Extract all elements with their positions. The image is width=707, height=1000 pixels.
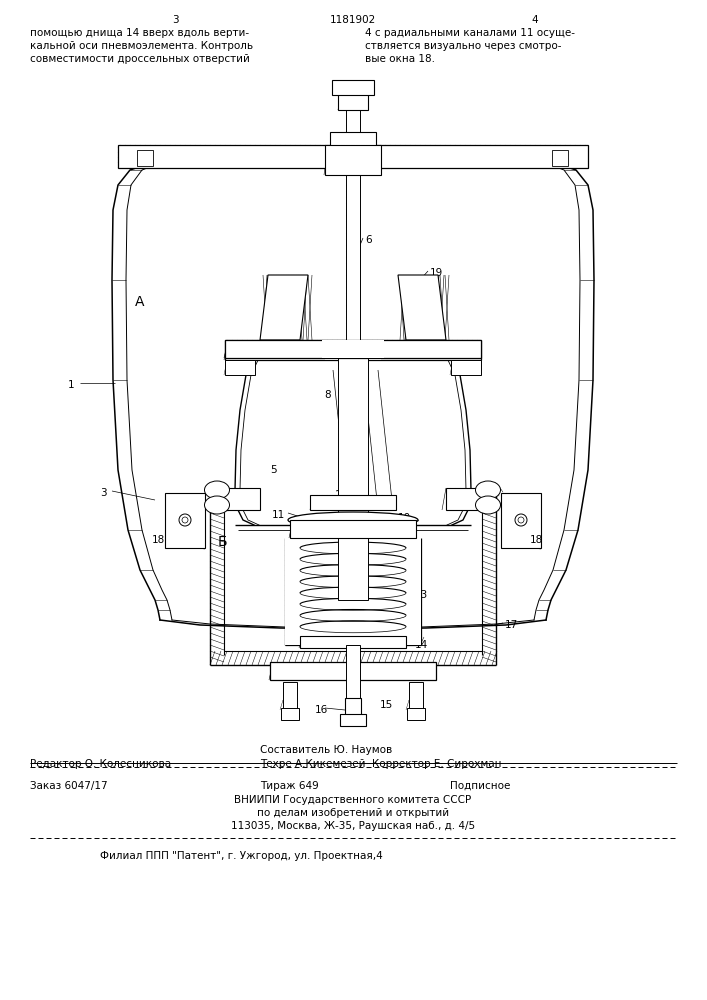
- Bar: [285, 538, 421, 645]
- Text: Б: Б: [218, 535, 228, 549]
- Text: 10: 10: [398, 513, 411, 523]
- Bar: [137, 150, 153, 166]
- Ellipse shape: [204, 481, 230, 499]
- Bar: [345, 698, 361, 716]
- Bar: [332, 80, 374, 95]
- Bar: [451, 360, 481, 375]
- Polygon shape: [260, 275, 308, 340]
- Text: 6: 6: [365, 235, 372, 245]
- Bar: [165, 493, 205, 548]
- Text: Подписное: Подписное: [450, 781, 510, 791]
- Ellipse shape: [288, 512, 418, 528]
- Text: помощью днища 14 вверх вдоль верти-: помощью днища 14 вверх вдоль верти-: [30, 28, 249, 38]
- Ellipse shape: [476, 496, 501, 514]
- Text: 113035, Москва, Ж-35, Раушская наб., д. 4/5: 113035, Москва, Ж-35, Раушская наб., д. …: [231, 821, 475, 831]
- Text: 3: 3: [172, 15, 178, 25]
- Text: ствляется визуально через смотро-: ствляется визуально через смотро-: [365, 41, 561, 51]
- Bar: [501, 493, 541, 548]
- Bar: [210, 488, 260, 510]
- Bar: [225, 340, 481, 358]
- Text: 15: 15: [380, 700, 393, 710]
- Circle shape: [515, 514, 527, 526]
- Text: 5: 5: [270, 465, 276, 475]
- Text: совместимости дроссельных отверстий: совместимости дроссельных отверстий: [30, 54, 250, 64]
- Bar: [281, 708, 299, 720]
- Bar: [552, 150, 568, 166]
- Text: 3: 3: [100, 488, 107, 498]
- Bar: [340, 714, 366, 726]
- Ellipse shape: [476, 481, 501, 499]
- Text: Филиал ППП "Патент", г. Ужгород, ул. Проектная,4: Филиал ППП "Патент", г. Ужгород, ул. Про…: [100, 851, 382, 861]
- Text: 9: 9: [420, 350, 426, 360]
- Bar: [225, 360, 255, 375]
- Bar: [325, 340, 381, 360]
- Polygon shape: [398, 275, 446, 340]
- Text: 14: 14: [415, 640, 428, 650]
- Text: 16: 16: [315, 705, 328, 715]
- Bar: [310, 495, 396, 510]
- Bar: [407, 708, 425, 720]
- Bar: [330, 132, 376, 152]
- Bar: [346, 95, 360, 500]
- Text: 13: 13: [415, 590, 428, 600]
- Text: 17: 17: [505, 620, 518, 630]
- Text: 4: 4: [410, 525, 416, 535]
- Circle shape: [518, 517, 524, 523]
- Text: 11: 11: [272, 510, 285, 520]
- Text: кальной оси пневмоэлемента. Контроль: кальной оси пневмоэлемента. Контроль: [30, 41, 253, 51]
- Bar: [446, 488, 496, 510]
- Bar: [346, 645, 360, 700]
- Text: А: А: [135, 295, 144, 309]
- Text: Заказ 6047/17: Заказ 6047/17: [30, 781, 107, 791]
- Text: 4 с радиальными каналами 11 осуще-: 4 с радиальными каналами 11 осуще-: [365, 28, 575, 38]
- Bar: [338, 92, 368, 110]
- Text: ВНИИПИ Государственного комитета СССР: ВНИИПИ Государственного комитета СССР: [235, 795, 472, 805]
- Text: 12: 12: [335, 490, 349, 500]
- Text: Редактор О. Колесникова: Редактор О. Колесникова: [30, 759, 171, 769]
- Ellipse shape: [204, 496, 230, 514]
- Bar: [409, 682, 423, 710]
- Bar: [325, 145, 381, 175]
- Text: 1: 1: [68, 380, 75, 390]
- Text: Техре А.Кикемезей  Корректор Е. Сирохман: Техре А.Кикемезей Корректор Е. Сирохман: [260, 759, 501, 769]
- Text: 19: 19: [430, 268, 443, 278]
- Bar: [322, 340, 384, 358]
- Bar: [338, 350, 368, 600]
- Bar: [225, 340, 481, 360]
- Bar: [290, 520, 416, 538]
- Text: 18: 18: [530, 535, 543, 545]
- Circle shape: [182, 517, 188, 523]
- Text: 4: 4: [532, 15, 538, 25]
- Text: по делам изобретений и открытий: по делам изобретений и открытий: [257, 808, 449, 818]
- Text: Тираж 649: Тираж 649: [260, 781, 319, 791]
- Bar: [283, 682, 297, 710]
- Bar: [118, 145, 588, 168]
- Bar: [335, 145, 371, 168]
- Text: Составитель Ю. Наумов: Составитель Ю. Наумов: [260, 745, 392, 755]
- Text: вые окна 18.: вые окна 18.: [365, 54, 435, 64]
- Text: 1181902: 1181902: [330, 15, 376, 25]
- Bar: [300, 636, 406, 648]
- Text: 2: 2: [148, 148, 155, 158]
- Text: 7: 7: [362, 455, 368, 465]
- Text: 8: 8: [324, 390, 331, 400]
- Text: 18: 18: [152, 535, 165, 545]
- Bar: [270, 662, 436, 680]
- Circle shape: [179, 514, 191, 526]
